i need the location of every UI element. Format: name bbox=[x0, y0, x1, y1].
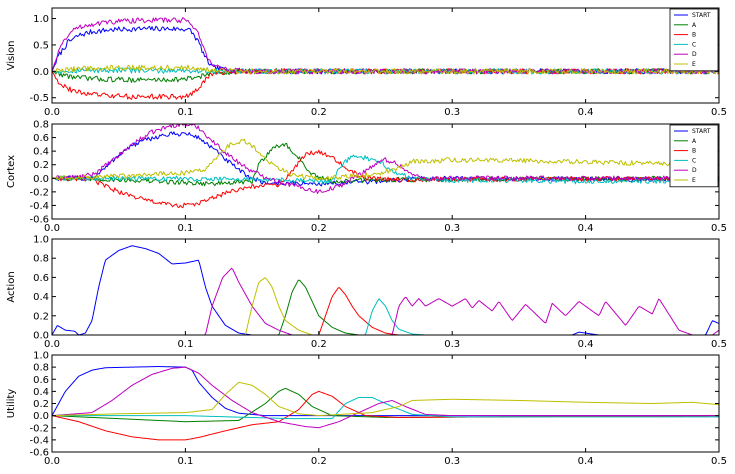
y-tick-label: 0.2 bbox=[33, 399, 49, 410]
x-tick-label: 0.3 bbox=[444, 107, 460, 118]
legend-label-b: B bbox=[692, 32, 696, 39]
axes-frame bbox=[51, 123, 720, 220]
series-line-d bbox=[52, 124, 719, 195]
y-tick-label: 0.0 bbox=[33, 331, 49, 342]
y-tick-label: -0.6 bbox=[29, 448, 49, 459]
y-axis-label: Action bbox=[6, 271, 17, 302]
y-tick-label: -0.6 bbox=[29, 215, 49, 226]
x-tick-label: 0.4 bbox=[578, 456, 594, 467]
y-tick-label: 1.0 bbox=[33, 14, 49, 25]
subplot-action: 0.0 0.1 0.2 0.3 0.4 0.5 0.0 0.2 0.4 0.6 0.8 1.0 Acti… bbox=[6, 235, 727, 351]
y-tick-label: 0.0 bbox=[33, 67, 49, 78]
legend-label-e: E bbox=[692, 177, 696, 184]
x-tick-label: 0.3 bbox=[444, 339, 460, 350]
y-tick-label: 0.0 bbox=[33, 411, 49, 422]
x-tick-label: 0.1 bbox=[177, 339, 193, 350]
y-tick-label: 0.8 bbox=[33, 254, 49, 265]
y-tick-label: 0.2 bbox=[33, 311, 49, 322]
legend-box bbox=[669, 124, 719, 188]
y-tick-label: -0.5 bbox=[29, 93, 49, 104]
series-line-start bbox=[52, 245, 719, 335]
series-line-e bbox=[52, 381, 719, 417]
y-tick-label: 0.2 bbox=[33, 160, 49, 171]
x-tick-label: 0.4 bbox=[578, 339, 594, 350]
series-line-b bbox=[52, 390, 719, 441]
x-tick-label: 0.2 bbox=[311, 107, 327, 118]
y-tick-label: -0.4 bbox=[29, 201, 49, 212]
y-tick-label: 0.4 bbox=[33, 387, 49, 398]
legend-box bbox=[669, 8, 719, 72]
series-line-d bbox=[52, 366, 719, 429]
series-line-a bbox=[52, 279, 719, 335]
x-tick-label: 0.2 bbox=[311, 456, 327, 467]
series-line-e bbox=[52, 138, 719, 181]
legend-label-d: D bbox=[692, 167, 697, 174]
y-tick-label: 0.5 bbox=[33, 40, 49, 51]
x-tick-label: 0.4 bbox=[578, 107, 594, 118]
plot-area bbox=[52, 17, 719, 100]
legend-label-b: B bbox=[692, 148, 696, 155]
y-tick-label: 0.8 bbox=[33, 363, 49, 374]
x-tick-label: 0.4 bbox=[578, 223, 594, 234]
legend-label-a: A bbox=[692, 138, 697, 145]
series-line-c bbox=[52, 298, 719, 335]
x-tick-label: 0.0 bbox=[44, 456, 60, 467]
x-tick-label: 0.1 bbox=[177, 107, 193, 118]
axes-frame bbox=[51, 238, 720, 336]
legend-label-start: START bbox=[692, 128, 711, 135]
series-line-d bbox=[52, 267, 719, 335]
axes-frame bbox=[51, 7, 720, 104]
legend-label-a: A bbox=[692, 22, 697, 29]
x-tick-label: 0.0 bbox=[44, 223, 60, 234]
series-line-b bbox=[52, 287, 719, 335]
y-tick-label: 0.4 bbox=[33, 292, 49, 303]
x-tick-label: 0.0 bbox=[44, 107, 60, 118]
x-tick-label: 0.3 bbox=[444, 223, 460, 234]
y-tick-label: 0.0 bbox=[33, 174, 49, 185]
legend-label-c: C bbox=[692, 157, 696, 164]
x-tick-label: 0.5 bbox=[711, 339, 727, 350]
legend-label-e: E bbox=[692, 61, 696, 68]
y-axis-label: Vision bbox=[6, 41, 17, 71]
y-tick-label: 1.0 bbox=[33, 351, 49, 362]
plot-area bbox=[52, 124, 719, 209]
y-tick-label: -0.4 bbox=[29, 435, 49, 446]
y-tick-label: 0.8 bbox=[33, 120, 49, 131]
x-tick-label: 0.2 bbox=[311, 339, 327, 350]
legend-label-d: D bbox=[692, 51, 697, 58]
y-axis-label: Cortex bbox=[6, 155, 17, 188]
series-line-c bbox=[52, 154, 719, 185]
legend-label-c: C bbox=[692, 41, 696, 48]
y-tick-label: 1.0 bbox=[33, 235, 49, 246]
plot-area bbox=[52, 245, 719, 335]
series-line-e bbox=[52, 64, 719, 75]
x-tick-label: 0.2 bbox=[311, 223, 327, 234]
x-tick-label: 0.1 bbox=[177, 456, 193, 467]
series-line-c bbox=[52, 396, 719, 420]
x-tick-label: 0.0 bbox=[44, 339, 60, 350]
x-tick-label: 0.3 bbox=[444, 456, 460, 467]
subplot-utility: 0.0 0.1 0.2 0.3 0.4 0.5-0.6-0.4-0.20.00.20.40… bbox=[6, 351, 727, 468]
y-tick-label: 0.6 bbox=[33, 133, 49, 144]
y-tick-label: -0.2 bbox=[29, 423, 49, 434]
y-axis-label: Utility bbox=[6, 389, 17, 418]
plot-area bbox=[52, 366, 719, 441]
subplot-vision: 0.0 0.1 0.2 0.3 0.4 0.5 -0.5 0.0 0.5 1.0 Vision STA… bbox=[6, 7, 727, 118]
y-tick-label: 0.6 bbox=[33, 375, 49, 386]
series-line-d bbox=[52, 17, 719, 75]
legend-label-start: START bbox=[692, 12, 711, 19]
y-tick-label: -0.2 bbox=[29, 187, 49, 198]
y-tick-label: 0.6 bbox=[33, 273, 49, 284]
x-tick-label: 0.5 bbox=[711, 223, 727, 234]
x-tick-label: 0.5 bbox=[711, 456, 727, 467]
y-tick-label: 0.4 bbox=[33, 147, 49, 158]
subplot-cortex: 0.0 0.1 0.2 0.3 0.4 0.5 -0.6 -0.4 -0.2 0.0 0.2 0.4 0… bbox=[6, 120, 727, 235]
x-tick-label: 0.1 bbox=[177, 223, 193, 234]
x-tick-label: 0.5 bbox=[711, 107, 727, 118]
